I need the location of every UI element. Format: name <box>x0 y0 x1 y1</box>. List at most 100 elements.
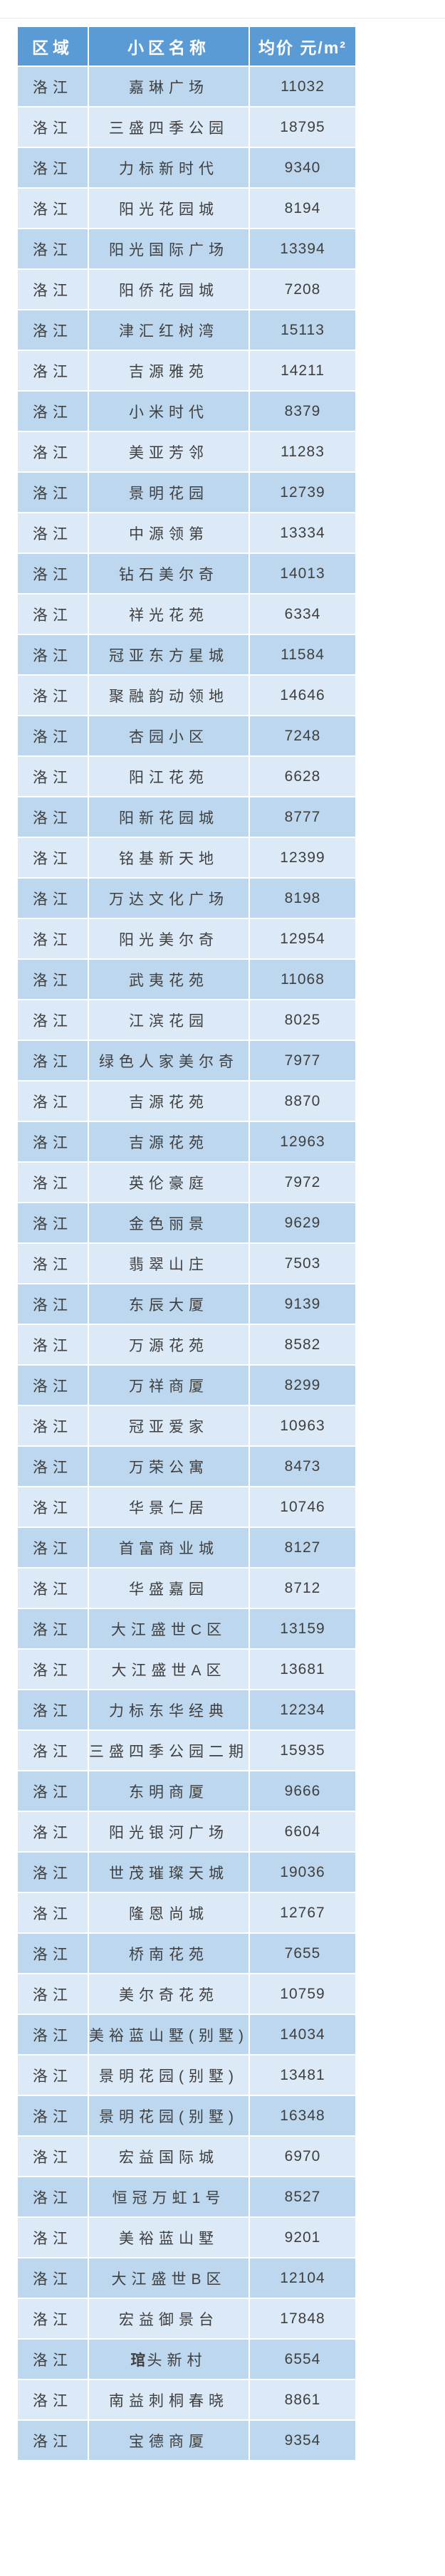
table-row: 洛江 东明商厦 9666 <box>16 1770 357 1812</box>
cell-community: 阳侨花园城 <box>88 268 250 310</box>
table-row: 洛江 琯头新村 6554 <box>16 2338 357 2380</box>
header-community: 小区名称 <box>88 26 250 67</box>
cell-price: 8194 <box>248 187 357 229</box>
cell-region: 洛江 <box>16 2298 89 2340</box>
cell-price: 11584 <box>248 634 357 676</box>
table-row: 洛江 宏益御景台 17848 <box>16 2298 357 2340</box>
cell-price: 12954 <box>248 918 357 960</box>
cell-price: 11283 <box>248 431 357 473</box>
cell-community: 杏园小区 <box>88 715 250 757</box>
cell-region: 洛江 <box>16 1567 89 1609</box>
table-row: 洛江 三盛四季公园 18795 <box>16 106 357 148</box>
table-row: 洛江 祥光花苑 6334 <box>16 593 357 635</box>
cell-price: 12739 <box>248 471 357 513</box>
cell-region: 洛江 <box>16 309 89 351</box>
cell-price: 14013 <box>248 553 357 595</box>
table-row: 洛江 英伦豪庭 7972 <box>16 1161 357 1203</box>
table-row: 洛江 中源领第 13334 <box>16 512 357 554</box>
cell-community: 三盛四季公园二期 <box>88 1729 250 1771</box>
cell-price: 8527 <box>248 2176 357 2218</box>
cell-community: 隆恩尚城 <box>88 1892 250 1934</box>
cell-price: 6554 <box>248 2338 357 2380</box>
cell-community: 钻石美尔奇 <box>88 553 250 595</box>
table-row: 洛江 隆恩尚城 12767 <box>16 1892 357 1934</box>
table-row: 洛江 美尔奇花苑 10759 <box>16 1973 357 2015</box>
cell-price: 12104 <box>248 2257 357 2299</box>
cell-region: 洛江 <box>16 755 89 797</box>
cell-region: 洛江 <box>16 147 89 189</box>
cell-region: 洛江 <box>16 1202 89 1244</box>
cell-community: 三盛四季公园 <box>88 106 250 148</box>
table-row: 洛江 大江盛世B区 12104 <box>16 2257 357 2299</box>
cell-region: 洛江 <box>16 1973 89 2015</box>
table-row: 洛江 万荣公寓 8473 <box>16 1445 357 1487</box>
cell-community: 宏益国际城 <box>88 2135 250 2177</box>
table-row: 洛江 首富商业城 8127 <box>16 1527 357 1569</box>
cell-community: 华盛嘉园 <box>88 1567 250 1609</box>
cell-community: 宝德商厦 <box>88 2419 250 2461</box>
cell-region: 洛江 <box>16 1283 89 1325</box>
cell-community: 阳光国际广场 <box>88 228 250 270</box>
cell-community: 翡翠山庄 <box>88 1242 250 1284</box>
table-row: 洛江 钻石美尔奇 14013 <box>16 553 357 595</box>
cell-price: 12767 <box>248 1892 357 1934</box>
cell-region: 洛江 <box>16 512 89 554</box>
cell-community: 武夷花苑 <box>88 958 250 1000</box>
table-row: 洛江 美裕蓝山墅 9201 <box>16 2216 357 2258</box>
cell-region: 洛江 <box>16 471 89 513</box>
cell-price: 16348 <box>248 2095 357 2137</box>
cell-region: 洛江 <box>16 553 89 595</box>
cell-region: 洛江 <box>16 1405 89 1447</box>
cell-price: 8198 <box>248 877 357 919</box>
table-header: 区域 小区名称 均价 元/m² <box>16 26 357 67</box>
cell-region: 洛江 <box>16 228 89 270</box>
cell-community: 小米时代 <box>88 390 250 432</box>
cell-community: 大江盛世A区 <box>88 1648 250 1690</box>
cell-region: 洛江 <box>16 837 89 879</box>
table-row: 洛江 美亚芳邻 11283 <box>16 431 357 473</box>
cell-price: 7972 <box>248 1161 357 1203</box>
cell-community: 南益刺桐春晓 <box>88 2379 250 2421</box>
cell-community: 美裕蓝山墅(别墅) <box>88 2014 250 2056</box>
table-row: 洛江 金色丽景 9629 <box>16 1202 357 1244</box>
table-row: 洛江 翡翠山庄 7503 <box>16 1242 357 1284</box>
cell-region: 洛江 <box>16 1892 89 1934</box>
cell-price: 9629 <box>248 1202 357 1244</box>
table-row: 洛江 万源花苑 8582 <box>16 1324 357 1366</box>
table-row: 洛江 武夷花苑 11068 <box>16 958 357 1000</box>
table-row: 洛江 冠亚东方星城 11584 <box>16 634 357 676</box>
cell-price: 8712 <box>248 1567 357 1609</box>
cell-region: 洛江 <box>16 1161 89 1203</box>
cell-community: 世茂璀璨天城 <box>88 1851 250 1893</box>
cell-community: 铭基新天地 <box>88 837 250 879</box>
cell-community: 美亚芳邻 <box>88 431 250 473</box>
cell-price: 12234 <box>248 1689 357 1731</box>
cell-price: 13394 <box>248 228 357 270</box>
cell-region: 洛江 <box>16 1851 89 1893</box>
print-font-char: 琯 <box>130 2352 147 2369</box>
cell-region: 洛江 <box>16 1080 89 1122</box>
cell-price: 8127 <box>248 1527 357 1569</box>
cell-community: 吉源花苑 <box>88 1080 250 1122</box>
table-body: 洛江 嘉琳广场 11032 洛江 三盛四季公园 18795 洛江 力标新时代 9340 洛江 阳光花… <box>16 66 357 2461</box>
table-row: 洛江 吉源花苑 8870 <box>16 1080 357 1122</box>
cell-community: 大江盛世B区 <box>88 2257 250 2299</box>
cell-region: 洛江 <box>16 2379 89 2421</box>
table-row: 洛江 南益刺桐春晓 8861 <box>16 2379 357 2421</box>
cell-region: 洛江 <box>16 187 89 229</box>
cell-region: 洛江 <box>16 1648 89 1690</box>
cell-price: 9139 <box>248 1283 357 1325</box>
cell-price: 15935 <box>248 1729 357 1771</box>
cell-community: 冠亚爱家 <box>88 1405 250 1447</box>
cell-region: 洛江 <box>16 66 89 108</box>
cell-region: 洛江 <box>16 1527 89 1569</box>
table-row: 洛江 美裕蓝山墅(别墅) 14034 <box>16 2014 357 2056</box>
price-table: 区域 小区名称 均价 元/m² 洛江 嘉琳广场 11032 洛江 三盛四季公园 18795… <box>16 26 357 2461</box>
cell-price: 7977 <box>248 1040 357 1082</box>
cell-price: 9201 <box>248 2216 357 2258</box>
table-row: 洛江 津汇红树湾 15113 <box>16 309 357 351</box>
cell-price: 8582 <box>248 1324 357 1366</box>
cell-region: 洛江 <box>16 918 89 960</box>
cell-region: 洛江 <box>16 2095 89 2137</box>
